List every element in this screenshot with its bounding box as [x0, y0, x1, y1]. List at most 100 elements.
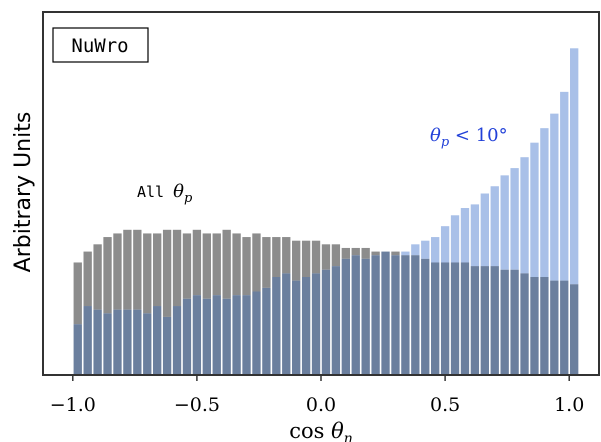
x-axis-label: cos θn [289, 419, 353, 442]
bar-upper [212, 233, 221, 296]
bar-upper [103, 237, 112, 314]
bar-overlap [470, 266, 480, 375]
x-tick-label: −1.0 [50, 394, 96, 416]
bar-upper [123, 229, 132, 310]
bar-overlap [262, 287, 271, 375]
bar-upper [371, 251, 380, 256]
legend-label: NuWro [71, 35, 128, 57]
bar-upper [282, 237, 291, 274]
bar-overlap [460, 262, 470, 375]
bar-overlap [500, 269, 509, 375]
bar-upper [351, 247, 360, 256]
bar-overlap [381, 251, 390, 375]
bar-overlap [103, 313, 112, 375]
bar-overlap [252, 291, 261, 375]
bar-overlap [83, 306, 92, 375]
bar-upper [242, 237, 251, 296]
x-axis-label-theta: θ [331, 419, 344, 442]
bar-overlap [371, 255, 380, 375]
bar-overlap [232, 295, 241, 375]
bar-overlap [540, 276, 549, 375]
bar-upper [411, 244, 420, 256]
annotation-all-prefix: All [137, 183, 173, 201]
annotation-all-theta-sub: p [184, 191, 193, 206]
bar-overlap [391, 255, 400, 375]
bar-upper [440, 226, 450, 263]
bar-upper [252, 233, 261, 292]
bar-upper [182, 233, 192, 299]
legend-frame [52, 27, 149, 63]
bar-upper [262, 237, 271, 288]
bar-upper [500, 175, 509, 270]
bar-overlap [282, 273, 291, 375]
bar-upper [480, 193, 489, 267]
bar-upper [153, 233, 162, 307]
bar-upper [510, 168, 519, 270]
bar-overlap [202, 298, 211, 375]
bar-upper [470, 204, 480, 267]
bar-overlap [321, 269, 331, 375]
bar-overlap [242, 295, 251, 375]
bar-overlap [401, 255, 410, 375]
annotation-cut-theta-sub: p [441, 135, 450, 150]
x-tick-label: −0.5 [174, 394, 220, 416]
bar-upper [450, 215, 460, 263]
bar-upper [83, 251, 92, 307]
bar-overlap [301, 276, 311, 375]
bar-overlap [450, 262, 460, 375]
bar-overlap [431, 262, 440, 375]
bar-upper [321, 244, 331, 270]
bar-upper [143, 233, 152, 314]
x-tick-label: 0.0 [306, 394, 336, 416]
bar-overlap [113, 309, 122, 375]
bar-upper [93, 244, 102, 310]
bar-overlap [361, 258, 370, 375]
x-axis-label-cos: cos [289, 419, 331, 442]
y-axis-label: Arbitrary Units [11, 112, 36, 273]
bar-upper [550, 113, 559, 281]
bar-overlap [411, 255, 420, 375]
bar-overlap [182, 298, 192, 375]
bar-overlap [311, 273, 321, 375]
bar-upper [361, 247, 370, 259]
x-tick-label: 1.0 [554, 394, 584, 416]
bar-upper [530, 142, 539, 277]
bar-upper [172, 229, 182, 307]
bar-upper [162, 229, 172, 317]
bar-overlap [133, 309, 142, 375]
bar-upper [490, 186, 499, 267]
bar-overlap [480, 266, 489, 375]
bar-upper [301, 240, 311, 277]
bar-upper [113, 233, 122, 310]
x-axis-label-sub: n [344, 431, 353, 442]
bar-overlap [560, 280, 569, 375]
bar-upper [311, 240, 321, 274]
bar-overlap [212, 295, 221, 375]
bar-upper [421, 240, 430, 259]
annotation-cut-suffix: < 10° [449, 125, 507, 146]
x-ticks: −1.0 −0.5 0.0 0.5 1.0 [50, 375, 584, 416]
bar-overlap [490, 266, 499, 375]
bar-overlap [550, 280, 559, 375]
bar-overlap [292, 280, 301, 375]
bar-overlap [222, 298, 231, 375]
bar-upper [192, 229, 202, 296]
bar-upper [401, 251, 410, 256]
bar-overlap [530, 276, 539, 375]
bar-overlap [172, 306, 182, 375]
annotation-cut-theta-symbol: θ [430, 125, 441, 146]
bar-upper [431, 237, 440, 263]
bar-overlap [421, 258, 430, 375]
annotation-theta-cut: θp < 10° [430, 125, 508, 150]
bar-upper [540, 128, 549, 277]
bar-overlap [570, 284, 579, 375]
bar-upper [222, 229, 231, 299]
bar-overlap [331, 266, 341, 375]
bar-upper [133, 229, 142, 310]
bar-upper [460, 208, 470, 263]
bar-upper [292, 240, 301, 281]
bar-overlap [143, 313, 152, 375]
bar-overlap [510, 269, 519, 375]
bar-overlap [73, 324, 82, 375]
